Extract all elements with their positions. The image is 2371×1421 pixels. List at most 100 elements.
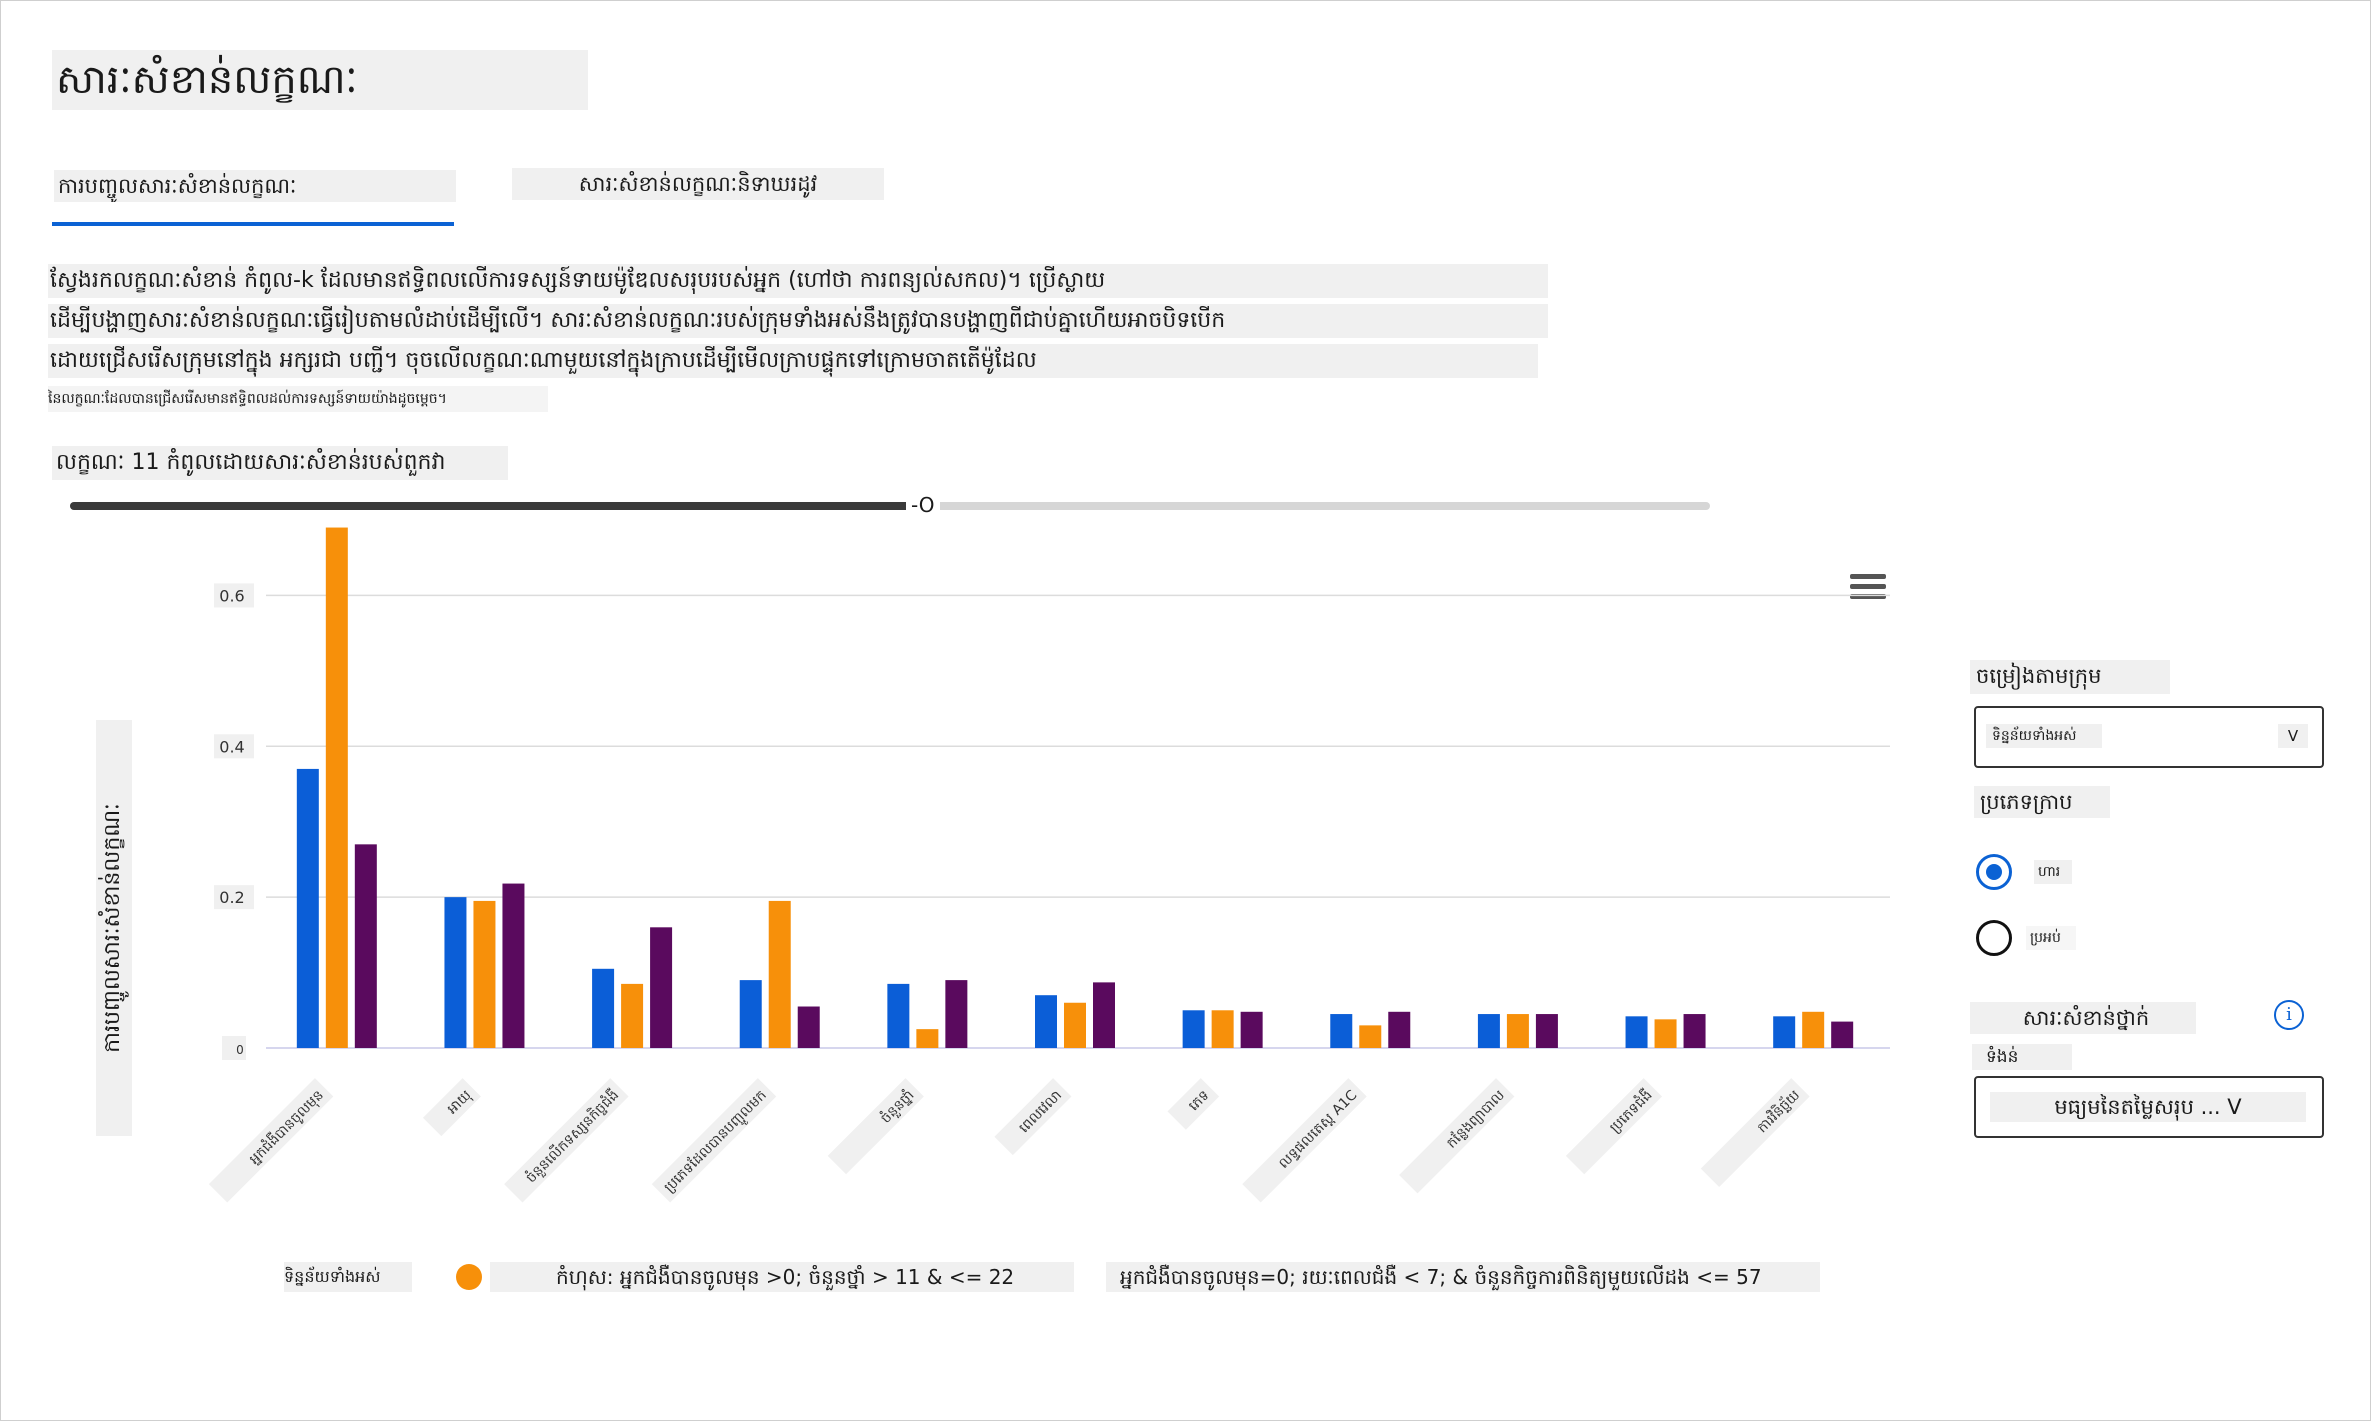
bar[interactable] — [1240, 1011, 1263, 1048]
bar[interactable] — [945, 980, 968, 1048]
tab-feature-importance-input[interactable]: ការបញ្ចូលសារៈសំខាន់លក្ខណៈ — [54, 170, 456, 202]
bar[interactable] — [1211, 1010, 1234, 1048]
bar[interactable] — [797, 1006, 820, 1048]
x-tick-label[interactable]: អ្នកជំងឺបានចូលមុន — [245, 1086, 328, 1169]
bar[interactable] — [354, 844, 377, 1048]
x-tick-label-group: លទ្ធផលតេស្ត A1C — [1242, 1078, 1367, 1203]
legend-item-error-cohort[interactable]: កំហុស: អ្នកជំងឺបានចូលមុន >0; ចំនួនថ្នាំ … — [490, 1262, 1074, 1292]
bar[interactable] — [1182, 1010, 1205, 1048]
y-tick-label: 0.4 — [219, 737, 244, 756]
class-importance-label: សារៈសំខាន់ថ្នាក់ — [1970, 1002, 2196, 1034]
bar[interactable] — [1035, 995, 1057, 1048]
x-tick-label-bg — [1399, 1078, 1515, 1194]
bar[interactable] — [1654, 1019, 1677, 1048]
x-tick-label-bg — [1565, 1078, 1663, 1175]
bar[interactable] — [768, 900, 791, 1048]
y-tick-label-bg — [214, 734, 254, 759]
active-tab-indicator — [52, 222, 454, 226]
radio-bar-label: ហារ — [2034, 860, 2072, 884]
tab-feature-importance-spring[interactable]: សារៈសំខាន់លក្ខណៈនិទាឃរដូវ — [512, 168, 884, 200]
x-tick-label-bg — [504, 1078, 629, 1203]
bar[interactable] — [739, 980, 762, 1048]
y-axis-label-box — [96, 720, 132, 1136]
x-tick-label-bg — [994, 1078, 1072, 1156]
bar[interactable] — [1388, 1011, 1411, 1048]
sort-dropdown-value: ទិន្នន័យទាំងអស់ — [1986, 724, 2102, 748]
weight-label: ទំងន់ — [1972, 1044, 2072, 1070]
x-tick-label-group: ភេទ — [1167, 1078, 1220, 1130]
slider-label: លក្ខណៈ 11 កំពូលដោយសារៈសំខាន់របស់ពួកវា — [52, 446, 508, 480]
bar[interactable] — [1359, 1025, 1382, 1048]
info-icon[interactable]: i — [2274, 1000, 2304, 1030]
x-tick-label-group: អ្នកជំងឺបានចូលមុន — [208, 1078, 334, 1203]
bar[interactable] — [1773, 1016, 1796, 1048]
x-tick-label-bg — [1700, 1078, 1810, 1187]
bar[interactable] — [444, 897, 467, 1048]
bar[interactable] — [1064, 1002, 1086, 1048]
x-tick-label-group: ការវិនិច្ឆ័យ — [1700, 1078, 1810, 1187]
x-tick-label-bg — [1242, 1078, 1367, 1203]
description-line-1: ស្វែងរកលក្ខណៈសំខាន់ កំពូល-k ដែលមានឥទ្ធិព… — [48, 264, 1548, 298]
bar[interactable] — [1802, 1011, 1825, 1048]
y-tick-label-bg — [214, 583, 254, 608]
radio-bar-chart[interactable] — [1976, 854, 2012, 890]
sort-by-cohort-dropdown[interactable]: ទិន្នន័យទាំងអស់ V — [1974, 706, 2324, 768]
legend-item-all-data[interactable]: ទិន្នន័យទាំងអស់ — [284, 1262, 412, 1292]
hamburger-menu-icon[interactable] — [1850, 574, 1886, 602]
x-tick-label[interactable]: ចំនួនលើកទស្សនកិច្ចជំងឺ — [522, 1086, 623, 1187]
x-tick-label-group: ចំនួនថ្នាំ — [827, 1078, 924, 1175]
y-tick-label: 0.6 — [219, 586, 244, 605]
y-tick-label: 0 — [236, 1043, 244, 1057]
y-tick-label-bg — [214, 885, 254, 910]
chart-type-label: ប្រភេទក្រាប — [1974, 786, 2110, 818]
x-tick-label[interactable]: លទ្ធផលតេស្ត A1C — [1276, 1087, 1361, 1172]
bar[interactable] — [1477, 1014, 1500, 1048]
slider-thumb[interactable]: -O — [905, 490, 940, 520]
x-tick-label-group: ពេលវេលា — [994, 1078, 1072, 1156]
bar[interactable] — [1535, 1014, 1558, 1048]
x-tick-label-group: អាយុ — [422, 1078, 481, 1137]
bar[interactable] — [1093, 982, 1115, 1048]
bar[interactable] — [1625, 1016, 1648, 1048]
page-title: សារៈសំខាន់លក្ខណៈ — [52, 50, 588, 110]
bar[interactable] — [650, 927, 673, 1048]
bar[interactable] — [325, 527, 348, 1048]
y-tick-label: 0.2 — [219, 888, 244, 907]
weight-dropdown-value: មធ្យមនៃតម្លៃសរុប ... V — [1990, 1092, 2306, 1122]
x-tick-label[interactable]: ប្រភេទដែលបានបញ្ចូលមក — [661, 1087, 772, 1198]
description-line-2: ដើម្បីបង្ហាញសារៈសំខាន់លក្ខណៈធ្វើរៀបតាមលំ… — [48, 304, 1548, 338]
x-tick-label-group: ប្រភេទជំងឺ — [1565, 1078, 1663, 1175]
bar[interactable] — [621, 983, 644, 1048]
x-tick-label[interactable]: កន្លែងព្យាបាល — [1443, 1087, 1508, 1152]
bar[interactable] — [1330, 1014, 1353, 1048]
description-line-3: ដោយជ្រើសរើសក្រុមនៅក្នុង អក្សរជា បញ្ជី។ ច… — [48, 344, 1538, 378]
sort-by-cohort-label: ចម្រៀងតាមក្រុម — [1970, 660, 2170, 694]
bar[interactable] — [1831, 1021, 1854, 1048]
bar[interactable] — [916, 1029, 939, 1048]
x-tick-label-bg — [827, 1078, 924, 1175]
radio-box-label: ប្រអប់ — [2026, 926, 2076, 950]
slider-fill — [70, 502, 927, 510]
bar[interactable] — [887, 983, 910, 1048]
x-tick-label-bg — [208, 1078, 334, 1203]
bar[interactable] — [1683, 1014, 1706, 1048]
bar[interactable] — [1506, 1014, 1529, 1048]
x-tick-label-group: កន្លែងព្យាបាល — [1399, 1078, 1515, 1194]
radio-box-chart[interactable] — [1976, 920, 2012, 956]
x-tick-label-bg — [1167, 1078, 1220, 1130]
bar[interactable] — [502, 883, 525, 1048]
legend-color-dot — [456, 1264, 482, 1290]
x-tick-label-bg — [651, 1078, 777, 1203]
x-tick-label-group: ចំនួនលើកទស្សនកិច្ចជំងឺ — [504, 1078, 629, 1203]
weight-dropdown[interactable]: មធ្យមនៃតម្លៃសរុប ... V — [1974, 1076, 2324, 1138]
y-tick-label-bg — [222, 1036, 246, 1060]
x-tick-label-group: ប្រភេទដែលបានបញ្ចូលមក — [651, 1078, 777, 1203]
bar[interactable] — [473, 900, 496, 1048]
bar[interactable] — [592, 968, 615, 1048]
legend-item-cohort-3[interactable]: អ្នកជំងឺបានចូលមុន=0; រយៈពេលជំងឺ < 7; & ច… — [1106, 1262, 1820, 1292]
chevron-down-icon: V — [2278, 724, 2308, 748]
bar[interactable] — [296, 768, 319, 1048]
x-tick-label-bg — [422, 1078, 481, 1137]
description-line-4: នៃលក្ខណៈដែលបានជ្រើសរើសមានឥទ្ធិពលដល់ការទស… — [48, 386, 548, 412]
